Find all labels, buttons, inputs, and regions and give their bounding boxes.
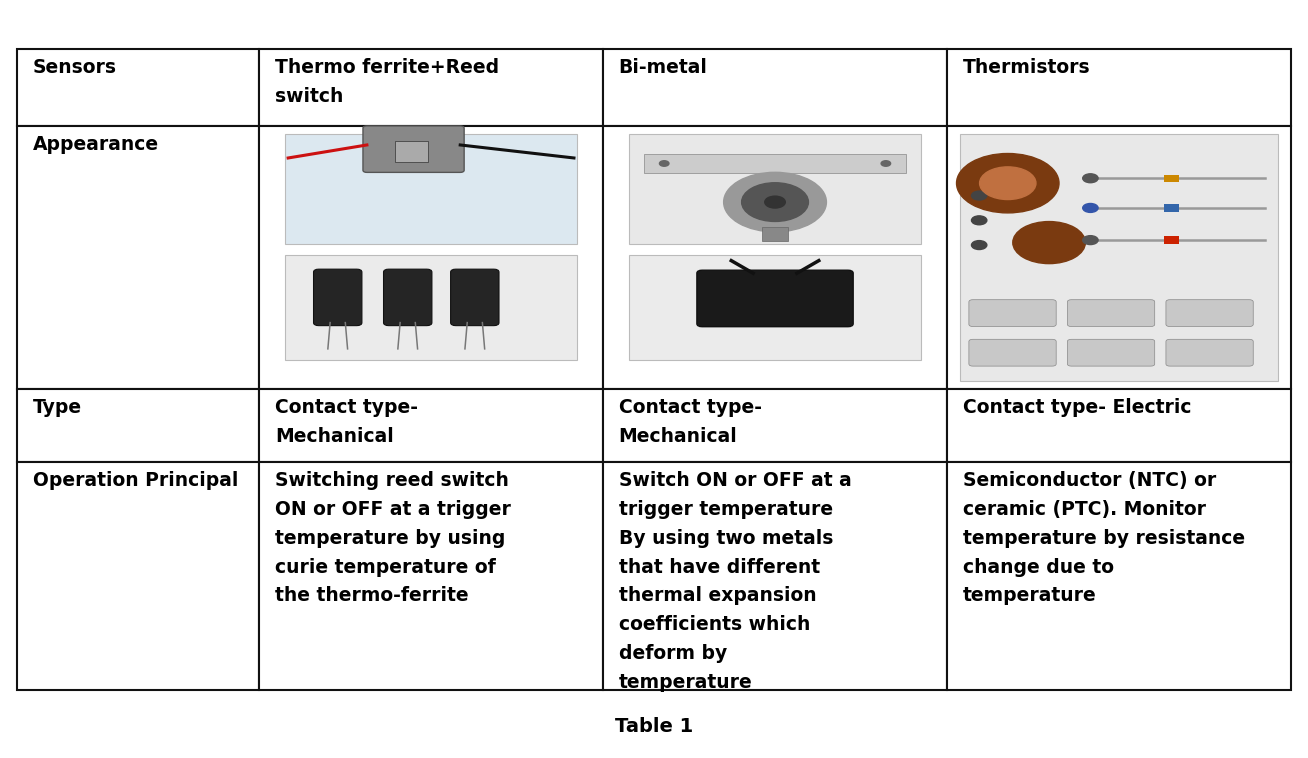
Bar <box>603 462 947 690</box>
Circle shape <box>659 161 668 166</box>
Circle shape <box>972 216 986 225</box>
Bar <box>395 141 428 161</box>
Bar <box>259 126 603 389</box>
Bar <box>947 49 1291 126</box>
Text: Thermo ferrite+Reed
switch: Thermo ferrite+Reed switch <box>275 58 498 106</box>
Bar <box>603 389 947 462</box>
FancyBboxPatch shape <box>451 269 498 326</box>
Bar <box>947 389 1291 462</box>
Text: Bi-metal: Bi-metal <box>619 58 708 77</box>
FancyBboxPatch shape <box>1067 299 1155 327</box>
Bar <box>603 49 947 126</box>
FancyBboxPatch shape <box>383 269 432 326</box>
Circle shape <box>882 161 891 166</box>
Text: Table 1: Table 1 <box>615 716 693 736</box>
Circle shape <box>742 183 808 221</box>
Text: Semiconductor (NTC) or
ceramic (PTC). Monitor
temperature by resistance
change d: Semiconductor (NTC) or ceramic (PTC). Mo… <box>963 471 1245 606</box>
Text: Operation Principal: Operation Principal <box>33 471 238 490</box>
Bar <box>603 126 947 389</box>
Text: Type: Type <box>33 398 82 417</box>
Circle shape <box>1083 203 1099 212</box>
Bar <box>947 126 1291 389</box>
Bar <box>17 49 259 126</box>
Bar <box>761 227 789 241</box>
Text: Contact type-
Mechanical: Contact type- Mechanical <box>619 398 761 446</box>
Circle shape <box>980 167 1036 199</box>
Circle shape <box>723 172 827 232</box>
FancyBboxPatch shape <box>1067 340 1155 366</box>
Bar <box>1164 236 1180 244</box>
Bar <box>285 255 577 360</box>
Circle shape <box>1083 236 1099 245</box>
Text: Appearance: Appearance <box>33 135 158 154</box>
Circle shape <box>972 191 986 200</box>
FancyBboxPatch shape <box>969 299 1056 327</box>
Text: Thermistors: Thermistors <box>963 58 1091 77</box>
Circle shape <box>765 196 785 208</box>
Text: Sensors: Sensors <box>33 58 116 77</box>
Circle shape <box>956 154 1059 213</box>
Text: Switch ON or OFF at a
trigger temperature
By using two metals
that have differen: Switch ON or OFF at a trigger temperatur… <box>619 471 852 692</box>
Bar <box>259 49 603 126</box>
FancyBboxPatch shape <box>969 340 1056 366</box>
FancyBboxPatch shape <box>697 270 853 327</box>
Text: Contact type- Electric: Contact type- Electric <box>963 398 1192 417</box>
FancyBboxPatch shape <box>362 126 464 172</box>
Circle shape <box>1012 221 1086 264</box>
Bar <box>17 126 259 389</box>
Circle shape <box>972 240 986 249</box>
Bar <box>285 133 577 244</box>
Bar <box>259 462 603 690</box>
Bar <box>17 462 259 690</box>
Circle shape <box>1083 174 1099 183</box>
Text: Switching reed switch
ON or OFF at a trigger
temperature by using
curie temperat: Switching reed switch ON or OFF at a tri… <box>275 471 510 606</box>
Bar <box>259 389 603 462</box>
Bar <box>960 133 1278 381</box>
FancyBboxPatch shape <box>1165 340 1253 366</box>
Text: Contact type-
Mechanical: Contact type- Mechanical <box>275 398 417 446</box>
Bar <box>1164 204 1180 211</box>
Bar <box>644 154 906 174</box>
Bar <box>629 133 921 244</box>
Bar <box>629 255 921 360</box>
FancyBboxPatch shape <box>1165 299 1253 327</box>
Bar <box>1164 174 1180 182</box>
Bar <box>947 462 1291 690</box>
Bar <box>17 389 259 462</box>
FancyBboxPatch shape <box>314 269 362 326</box>
